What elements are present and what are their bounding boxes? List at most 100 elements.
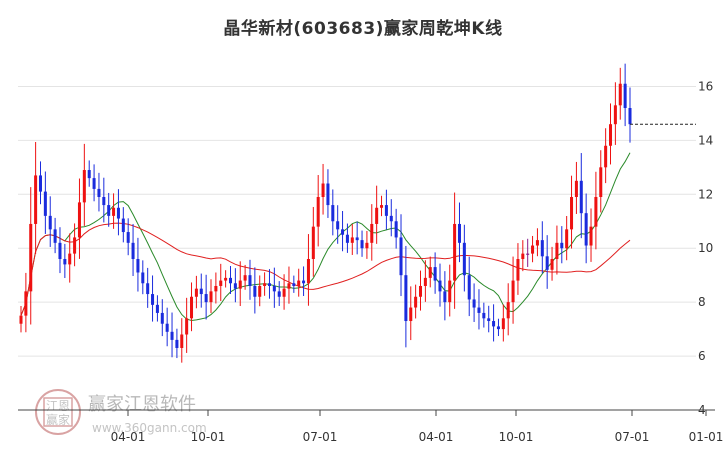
candle	[516, 243, 520, 295]
candle	[146, 267, 150, 308]
candle-body	[370, 223, 374, 243]
candle-body	[43, 191, 47, 216]
candle-body	[384, 205, 388, 216]
candle-body	[341, 229, 345, 235]
candle-body	[521, 253, 525, 260]
candle	[414, 284, 418, 319]
candle	[224, 270, 228, 288]
candle-body	[87, 170, 91, 179]
candle	[316, 175, 320, 247]
watermark: 江恩 赢家 赢家江恩软件 www.360gann.com	[35, 389, 207, 435]
x-tick-label: 10-01	[499, 430, 534, 444]
candle	[604, 128, 608, 184]
candle-body	[248, 275, 252, 286]
candle-body	[404, 275, 408, 322]
candle-body	[355, 237, 359, 241]
candle-body	[316, 196, 320, 227]
candle	[535, 228, 539, 257]
candle-body	[428, 267, 432, 278]
candle-body	[453, 223, 457, 281]
candle	[594, 171, 598, 250]
candle	[613, 82, 617, 145]
candle-body	[238, 280, 242, 289]
candle	[141, 260, 145, 295]
candle	[233, 268, 237, 303]
candle	[448, 264, 452, 317]
candle	[180, 318, 184, 363]
candle	[102, 177, 106, 223]
candle-body	[73, 237, 77, 254]
candle	[185, 297, 189, 353]
candle-body	[628, 108, 632, 125]
candle-body	[589, 226, 593, 246]
candle-body	[394, 221, 398, 238]
candle-body	[267, 283, 271, 286]
watermark-seal-icon	[35, 389, 81, 435]
candle-body	[472, 299, 476, 308]
candle-body	[131, 242, 135, 260]
candle-body	[155, 304, 159, 313]
candle-body	[501, 318, 505, 330]
candle-body	[92, 178, 96, 189]
candle-body	[185, 318, 189, 335]
candle	[540, 221, 544, 274]
candle	[336, 205, 340, 244]
candle-body	[438, 280, 442, 292]
candle	[214, 272, 218, 304]
candle-body	[613, 105, 617, 125]
candle	[501, 304, 505, 342]
candle	[409, 286, 413, 341]
candle-body	[146, 283, 150, 295]
x-tick-label: 10-01	[191, 430, 226, 444]
candle	[550, 246, 554, 281]
candle	[194, 275, 198, 309]
candle-body	[297, 280, 301, 286]
candle-body	[496, 326, 500, 330]
candle	[399, 214, 403, 297]
candle-body	[365, 242, 369, 249]
candle-body	[126, 232, 130, 243]
x-tick-label: 04-01	[111, 430, 146, 444]
candle	[375, 185, 379, 244]
y-tick-label: 12	[698, 187, 713, 201]
candle-body	[360, 240, 364, 249]
candle	[599, 150, 603, 213]
candle	[360, 230, 364, 257]
candle	[160, 299, 164, 337]
candle	[267, 269, 271, 299]
y-tick-label: 8	[698, 295, 706, 309]
candle	[560, 226, 564, 264]
candle-body	[326, 183, 330, 206]
candle	[380, 195, 384, 217]
candle	[43, 171, 47, 234]
candle	[77, 178, 81, 259]
candle	[428, 256, 432, 288]
candle	[34, 141, 38, 255]
candle	[628, 87, 632, 143]
candle-body	[302, 280, 306, 284]
candle-body	[29, 223, 33, 292]
candle	[116, 189, 120, 236]
candle	[487, 305, 491, 333]
candle-body	[277, 291, 281, 297]
candle	[453, 192, 457, 309]
candle	[97, 172, 101, 212]
candle	[389, 199, 393, 237]
candle-body	[526, 253, 530, 255]
candle-body	[199, 288, 203, 295]
candle-body	[389, 215, 393, 222]
candle-body	[545, 256, 549, 270]
candle-body	[409, 307, 413, 322]
candle-body	[19, 315, 23, 324]
candle-body	[136, 259, 140, 273]
candle	[531, 235, 535, 263]
candle	[92, 164, 96, 202]
candle	[467, 256, 471, 317]
candle	[38, 161, 42, 205]
candle-body	[399, 237, 403, 276]
candle-body	[53, 229, 57, 243]
candle	[272, 267, 276, 308]
candle-body	[345, 234, 349, 243]
candle-body	[531, 245, 535, 254]
candle-body	[584, 213, 588, 246]
